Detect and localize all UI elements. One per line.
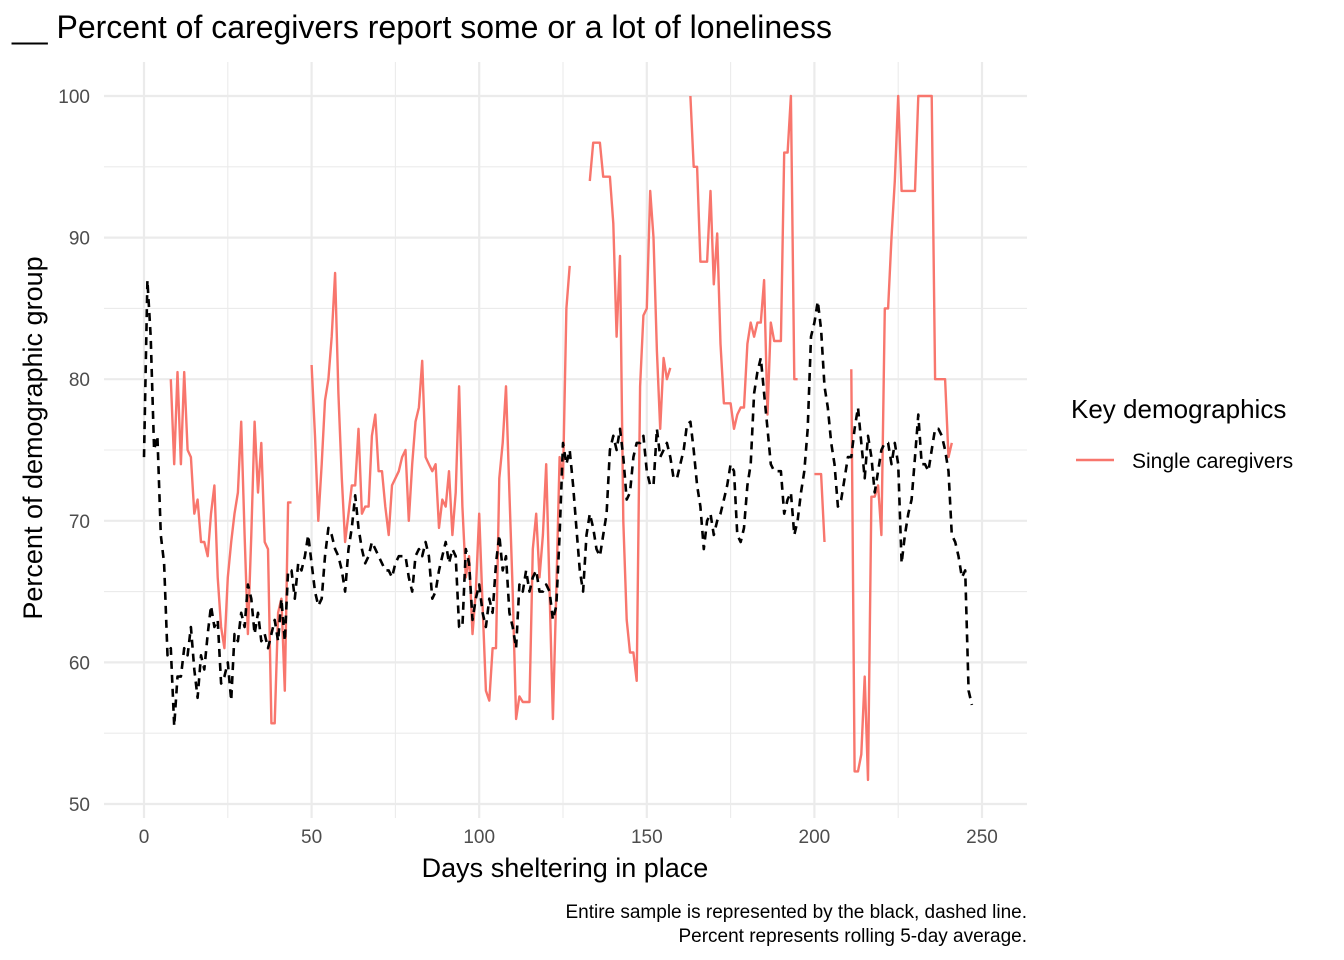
x-axis-title: Days sheltering in place [422,853,709,883]
caption-line-2: Percent represents rolling 5-day average… [678,926,1027,947]
x-tick-label: 200 [799,827,831,848]
x-tick-label: 50 [301,827,322,848]
x-tick-label: 250 [966,827,998,848]
x-tick-label: 0 [139,827,150,848]
legend-label-single-caregivers: Single caregivers [1132,450,1293,473]
grid-lines [104,62,1027,818]
entire-sample-line [142,278,974,728]
plot-panel [104,62,1027,818]
series-lines [142,94,974,782]
single-caregivers-line [169,94,953,782]
y-tick-label: 60 [69,653,90,674]
x-axis-ticks: 0 50 100 150 200 250 [139,827,998,848]
legend: Key demographics Single caregivers [1071,394,1293,473]
y-tick-label: 100 [58,87,90,108]
y-tick-label: 90 [69,229,90,250]
legend-title: Key demographics [1071,394,1286,424]
chart-title: __ Percent of caregivers report some or … [11,9,832,45]
x-tick-label: 100 [463,827,495,848]
y-axis-ticks: 50 60 70 80 90 100 [58,87,90,816]
y-axis-title: Percent of demographic group [18,256,48,619]
y-tick-label: 70 [69,512,90,533]
y-tick-label: 50 [69,795,90,816]
y-tick-label: 80 [69,370,90,391]
x-tick-label: 150 [631,827,663,848]
caption-line-1: Entire sample is represented by the blac… [565,902,1027,923]
